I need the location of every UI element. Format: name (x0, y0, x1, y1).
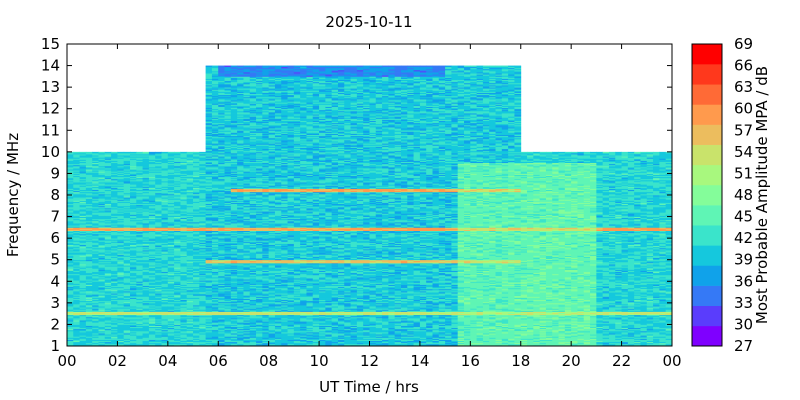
heatmap-cell (206, 66, 213, 67)
heatmap-cell (143, 152, 150, 153)
heatmap-cell (130, 152, 137, 153)
heatmap-cell (149, 152, 156, 153)
heatmap-cell (218, 66, 225, 67)
heatmap-cell (199, 152, 206, 153)
heatmap-cell (105, 152, 112, 153)
heatmap-cell (117, 152, 124, 153)
heatmap-cell (136, 152, 143, 153)
heatmap-cell (86, 152, 93, 153)
heatmap-cell (212, 66, 219, 67)
heatmap-cell (168, 152, 175, 153)
chart-title: 2025-10-11 (325, 13, 412, 31)
heatmap-cell (187, 152, 194, 153)
heatmap-cell (162, 152, 169, 153)
heatmap-cell (80, 152, 87, 153)
heatmap-cell (73, 152, 80, 153)
heatmap-cell (124, 152, 131, 153)
heatmap-cell (174, 152, 181, 153)
heatmap-cell (111, 152, 118, 153)
heatmap-cell (180, 152, 187, 153)
heatmap-cell (193, 152, 200, 153)
heatmap-cell (99, 152, 106, 153)
heatmap-cell (155, 152, 162, 153)
heatmap-cell (92, 152, 99, 153)
heatmap-plot-area (67, 44, 672, 346)
